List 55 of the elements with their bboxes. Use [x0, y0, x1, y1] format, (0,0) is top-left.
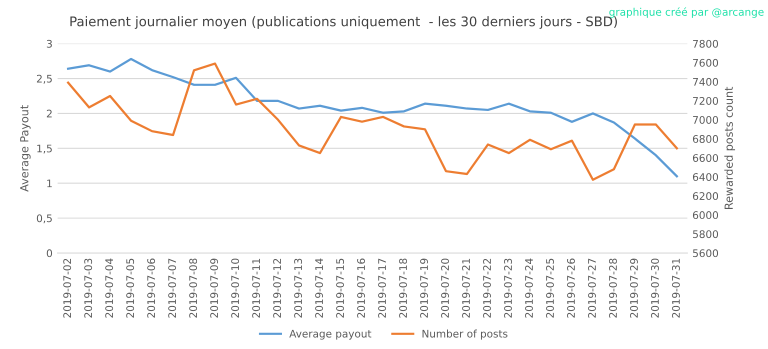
y-tick-label: 2 — [46, 110, 52, 118]
y-axis-title: Average Payout — [20, 105, 31, 192]
x-tick-label: 2019-07-05 — [126, 258, 134, 318]
text: graphique créé par @arcange — [609, 7, 764, 18]
x-tick-label: 2019-07-08 — [189, 258, 198, 318]
y2-tick-label: 6600 — [692, 154, 718, 162]
y2-tick-label: 7200 — [693, 96, 718, 105]
x-tick-label: 2019-07-03 — [84, 258, 92, 318]
y2-tick-label: 7000 — [693, 116, 718, 124]
x-tick-label: 2019-07-18 — [399, 258, 407, 318]
x-tick-label: 2019-07-13 — [294, 258, 302, 318]
x-tick-label: 2019-07-04 — [105, 258, 114, 318]
x-tick-label: 2019-07-30 — [651, 258, 659, 318]
x-tick-label: 2019-07-19 — [420, 258, 428, 318]
legend-label: Average payout — [289, 330, 372, 340]
legend-label: Number of posts — [422, 330, 508, 340]
x-tick-label: 2019-07-29 — [630, 258, 638, 318]
x-tick-label: 2019-07-15 — [336, 258, 344, 318]
y-tick-label: 0,5 — [36, 214, 52, 224]
x-tick-label: 2019-07-24 — [525, 258, 533, 318]
x-tick-label: 2019-07-16 — [357, 258, 366, 318]
x-tick-label: 2019-07-06 — [147, 258, 156, 318]
chart-title: Paiement journalier moyen (publications uniquement - les 30 derniers jours - SBD) — [70, 16, 617, 29]
y-tick-label: 1 — [47, 180, 52, 188]
x-tick-label: 2019-07-10 — [231, 258, 240, 318]
x-tick-label: 2019-07-14 — [315, 258, 324, 318]
y2-tick-label: 6000 — [692, 211, 718, 220]
x-tick-label: 2019-07-02 — [63, 258, 72, 318]
x-tick-label: 2019-07-27 — [588, 258, 596, 318]
x-tick-label: 2019-07-26 — [567, 258, 575, 318]
y2-tick-label: 7400 — [693, 78, 718, 86]
y2-tick-label: 7600 — [693, 58, 718, 67]
x-tick-label: 2019-07-11 — [252, 258, 260, 318]
x-tick-label: 2019-07-20 — [441, 258, 449, 318]
x-tick-label: 2019-07-12 — [273, 258, 282, 318]
y-tick-label: 2,5 — [36, 74, 52, 84]
y2-tick-label: 7800 — [693, 40, 718, 48]
y-tick-label: 1,5 — [37, 144, 52, 154]
y2-tick-label: 6800 — [692, 135, 718, 143]
y-tick-label: 0 — [46, 249, 52, 258]
x-tick-label: 2019-07-09 — [210, 258, 218, 318]
x-tick-label: 2019-07-23 — [504, 258, 512, 318]
x-tick-label: 2019-07-17 — [378, 258, 386, 318]
x-tick-label: 2019-07-28 — [609, 258, 617, 318]
y2-tick-label: 6200 — [692, 192, 718, 200]
x-tick-label: 2019-07-22 — [483, 258, 491, 318]
x-tick-label: 2019-07-25 — [546, 258, 554, 318]
x-tick-label: 2019-07-07 — [168, 258, 176, 318]
y2-tick-label: 5800 — [693, 230, 718, 238]
y2-axis-title: Rewarded posts count — [724, 86, 736, 209]
x-tick-label: 2019-07-21 — [462, 258, 470, 318]
y2-tick-label: 5600 — [693, 249, 718, 258]
y-tick-label: 3 — [46, 40, 52, 48]
y2-tick-label: 6400 — [692, 173, 718, 181]
x-tick-label: 2019-07-31 — [672, 258, 680, 318]
